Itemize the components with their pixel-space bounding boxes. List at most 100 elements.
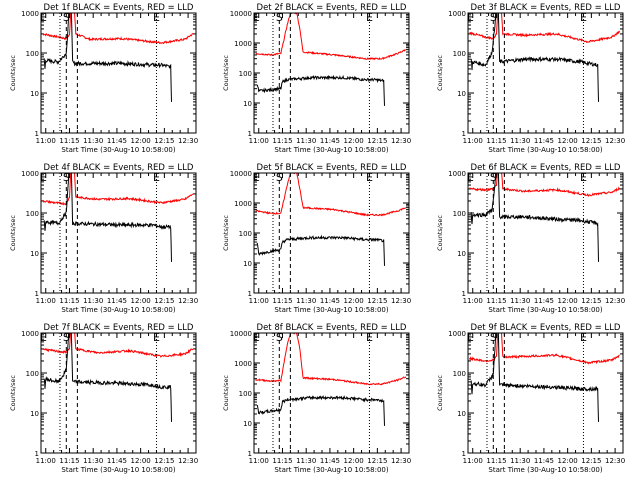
event-marker-label: E: [40, 171, 47, 184]
event-marker-label: E: [253, 331, 260, 344]
x-tick-label: 12:00: [558, 297, 578, 305]
event-marker-label: E: [366, 331, 373, 344]
x-tick-label: 11:30: [296, 297, 316, 305]
event-marker-label: S: [63, 331, 70, 344]
y-tick-label: 10000: [230, 10, 252, 18]
y-axis-label: Counts/sec: [222, 375, 230, 411]
x-tick-label: 12:00: [558, 137, 578, 145]
y-tick-label: 1: [35, 290, 39, 298]
y-tick-label: 100: [239, 70, 252, 78]
x-axis-label: Start Time (30-Aug-10 10:58:00): [61, 306, 175, 314]
event-marker-label: E: [153, 11, 160, 24]
panel-det-2: Det 2f BLACK = Events, RED = LLD 1 10 100 10…: [222, 3, 411, 154]
panel-title: Det 9f BLACK = Events, RED = LLD: [471, 323, 621, 333]
event-marker-label: E: [253, 11, 260, 24]
series-events-line: [470, 173, 599, 262]
x-tick-label: 11:30: [510, 457, 530, 465]
plot-area: [255, 13, 407, 106]
plot-area: [42, 173, 194, 262]
x-tick-label: 11:15: [272, 457, 292, 465]
series-lld-line: [42, 173, 194, 206]
plot-area: [255, 333, 407, 426]
x-tick-label: 11:15: [59, 137, 79, 145]
x-tick-label: 12:30: [605, 137, 625, 145]
series-lld-line: [255, 13, 407, 61]
x-tick-label: 12:15: [367, 457, 387, 465]
x-axis-label: Start Time (30-Aug-10 10:58:00): [488, 466, 602, 474]
plot-frame: [253, 12, 410, 134]
x-axis-label: Start Time (30-Aug-10 10:58:00): [61, 466, 175, 474]
y-tick-label: 1: [248, 130, 252, 138]
series-lld-line: [255, 173, 407, 217]
plot-frame: [40, 172, 197, 294]
panel-title: Det 4f BLACK = Events, RED = LLD: [44, 163, 194, 173]
panel-title: Det 7f BLACK = Events, RED = LLD: [44, 323, 194, 333]
panel-det-9: Det 9f BLACK = Events, RED = LLD 1 10 100 10…: [436, 323, 625, 474]
panel-title: Det 6f BLACK = Events, RED = LLD: [471, 163, 621, 173]
plot-area: [469, 333, 620, 422]
x-tick-label: 12:30: [391, 297, 411, 305]
x-tick-label: 12:15: [367, 137, 387, 145]
event-marker-label: S: [276, 11, 283, 24]
y-tick-label: 10: [457, 90, 466, 98]
x-tick-label: 11:00: [463, 297, 483, 305]
plot-area: [255, 173, 407, 266]
x-tick-label: 12:15: [367, 297, 387, 305]
panel-det-5: Det 5f BLACK = Events, RED = LLD 1 10 100 10…: [222, 163, 411, 314]
panel-det-7: Det 7f BLACK = Events, RED = LLD 1 10 100 10…: [9, 323, 198, 474]
y-tick-label: 1000: [448, 10, 466, 18]
plot-area: [469, 13, 620, 102]
y-tick-label: 10000: [230, 330, 252, 338]
series-events-line: [470, 333, 599, 422]
series-events-line: [256, 74, 385, 106]
y-tick-label: 100: [26, 50, 39, 58]
x-tick-label: 12:00: [131, 297, 151, 305]
panel-det-4: Det 4f BLACK = Events, RED = LLD 1 10 100 10…: [9, 163, 198, 314]
y-tick-label: 1000: [21, 10, 39, 18]
y-tick-label: 100: [239, 390, 252, 398]
y-tick-label: 10: [30, 250, 39, 258]
x-tick-label: 12:00: [131, 137, 151, 145]
x-tick-label: 12:30: [605, 457, 625, 465]
event-marker-label: S: [63, 11, 70, 24]
panel-title: Det 3f BLACK = Events, RED = LLD: [471, 3, 621, 13]
x-tick-label: 12:30: [391, 457, 411, 465]
x-tick-label: 11:45: [320, 137, 340, 145]
event-marker-label: S: [276, 171, 283, 184]
y-tick-label: 10: [243, 260, 252, 268]
event-marker-label: S: [490, 11, 497, 24]
y-tick-label: 1: [462, 450, 466, 458]
x-tick-label: 11:45: [534, 297, 554, 305]
y-tick-label: 1000: [21, 330, 39, 338]
x-tick-label: 12:00: [344, 137, 364, 145]
y-tick-label: 10: [30, 410, 39, 418]
event-marker-label: S: [63, 171, 70, 184]
x-tick-label: 11:15: [486, 137, 506, 145]
x-tick-label: 12:00: [558, 457, 578, 465]
x-tick-label: 12:00: [344, 457, 364, 465]
series-events-line: [256, 395, 385, 426]
x-axis-label: Start Time (30-Aug-10 10:58:00): [488, 146, 602, 154]
y-tick-label: 1: [248, 450, 252, 458]
x-tick-label: 11:45: [320, 457, 340, 465]
series-events-line: [43, 13, 172, 102]
x-axis-label: Start Time (30-Aug-10 10:58:00): [274, 306, 388, 314]
series-events-line: [43, 333, 172, 422]
event-marker-label: E: [366, 171, 373, 184]
y-axis-label: Counts/sec: [9, 375, 17, 411]
plot-frame: [40, 332, 197, 454]
x-tick-label: 11:15: [272, 137, 292, 145]
event-marker-label: S: [276, 331, 283, 344]
y-axis-label: Counts/sec: [222, 55, 230, 91]
y-tick-label: 1000: [448, 170, 466, 178]
x-tick-label: 12:15: [154, 457, 174, 465]
y-axis-label: Counts/sec: [222, 215, 230, 251]
series-events-line: [256, 234, 385, 266]
x-tick-label: 11:00: [249, 297, 269, 305]
y-tick-label: 10: [243, 420, 252, 428]
event-marker-label: S: [490, 171, 497, 184]
series-events-line: [470, 13, 599, 102]
x-tick-label: 11:30: [510, 137, 530, 145]
event-marker-label: E: [580, 331, 587, 344]
x-tick-label: 11:00: [249, 457, 269, 465]
